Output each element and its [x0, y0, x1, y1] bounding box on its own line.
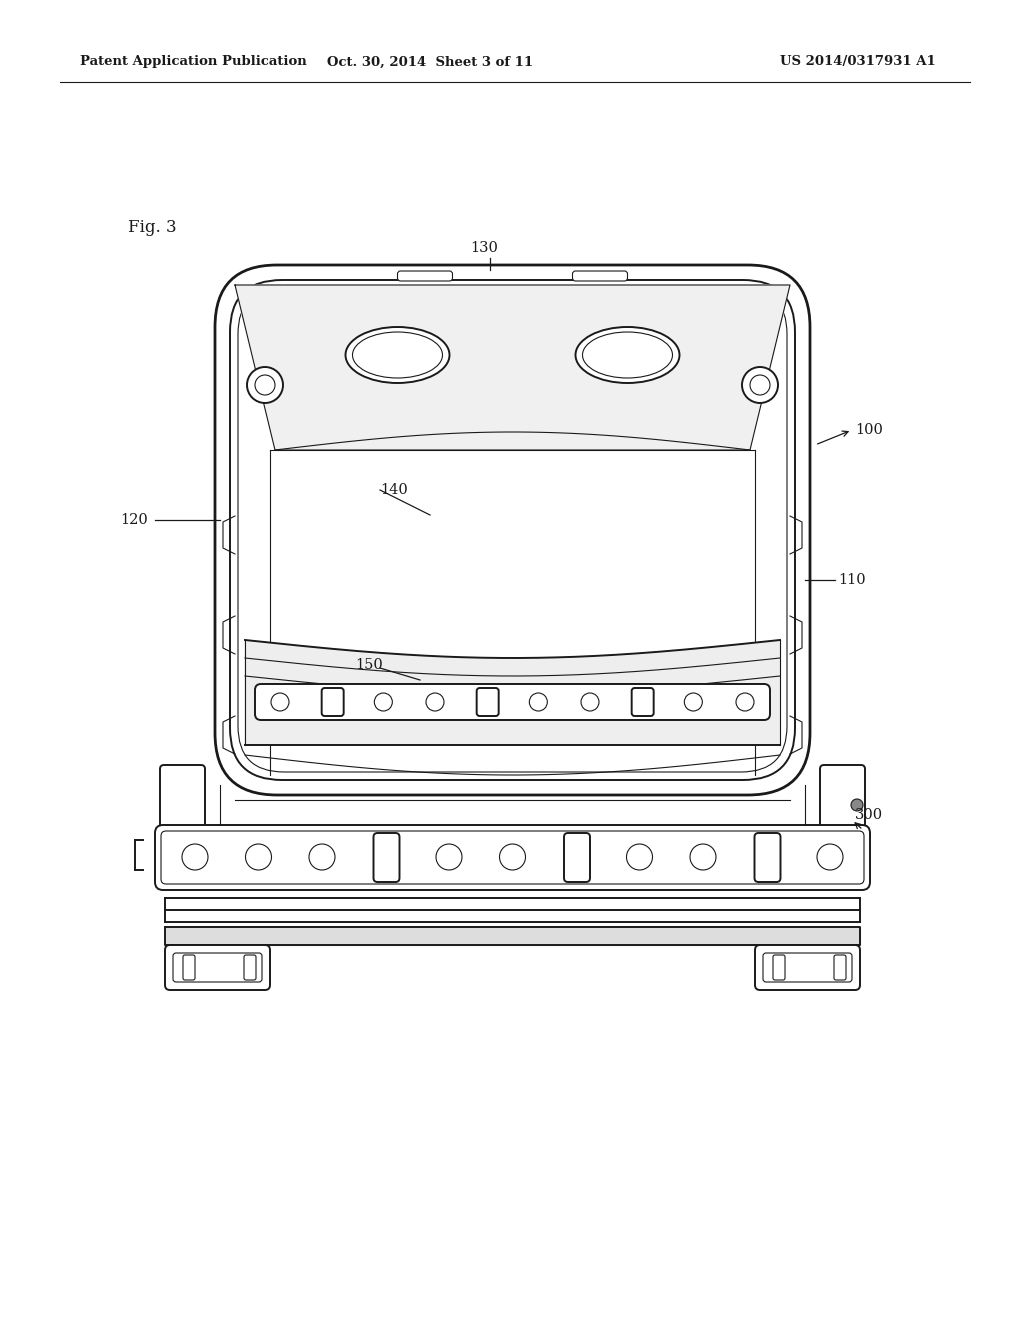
FancyBboxPatch shape — [322, 688, 344, 715]
FancyBboxPatch shape — [244, 954, 256, 979]
Text: 120: 120 — [120, 513, 147, 527]
Ellipse shape — [352, 333, 442, 378]
Text: US 2014/0317931 A1: US 2014/0317931 A1 — [780, 55, 936, 69]
Circle shape — [271, 693, 289, 711]
Circle shape — [246, 843, 271, 870]
Circle shape — [627, 843, 652, 870]
FancyBboxPatch shape — [238, 288, 787, 772]
Text: Oct. 30, 2014  Sheet 3 of 11: Oct. 30, 2014 Sheet 3 of 11 — [327, 55, 534, 69]
FancyBboxPatch shape — [763, 953, 852, 982]
FancyBboxPatch shape — [374, 833, 399, 882]
Circle shape — [529, 693, 548, 711]
FancyBboxPatch shape — [215, 265, 810, 795]
Circle shape — [817, 843, 843, 870]
FancyBboxPatch shape — [230, 280, 795, 780]
Circle shape — [851, 799, 863, 810]
FancyBboxPatch shape — [755, 833, 780, 882]
FancyBboxPatch shape — [755, 945, 860, 990]
Text: Patent Application Publication: Patent Application Publication — [80, 55, 307, 69]
Text: Fig. 3: Fig. 3 — [128, 219, 176, 236]
Circle shape — [247, 367, 283, 403]
FancyBboxPatch shape — [165, 945, 270, 990]
FancyBboxPatch shape — [572, 271, 628, 281]
Circle shape — [182, 843, 208, 870]
FancyBboxPatch shape — [397, 271, 453, 281]
Polygon shape — [245, 640, 780, 744]
FancyBboxPatch shape — [773, 954, 785, 979]
Circle shape — [375, 693, 392, 711]
Polygon shape — [165, 927, 860, 945]
Ellipse shape — [583, 333, 673, 378]
Circle shape — [309, 843, 335, 870]
Circle shape — [690, 843, 716, 870]
Text: 300: 300 — [855, 808, 883, 822]
FancyBboxPatch shape — [173, 953, 262, 982]
FancyBboxPatch shape — [183, 954, 195, 979]
Circle shape — [436, 843, 462, 870]
Circle shape — [750, 375, 770, 395]
FancyBboxPatch shape — [476, 688, 499, 715]
Text: 150: 150 — [355, 657, 383, 672]
Circle shape — [500, 843, 525, 870]
FancyBboxPatch shape — [820, 766, 865, 845]
FancyBboxPatch shape — [564, 833, 590, 882]
Circle shape — [736, 693, 754, 711]
FancyBboxPatch shape — [632, 688, 653, 715]
Text: 110: 110 — [838, 573, 865, 587]
FancyBboxPatch shape — [834, 954, 846, 979]
FancyBboxPatch shape — [255, 684, 770, 719]
Text: 140: 140 — [380, 483, 408, 498]
Circle shape — [581, 693, 599, 711]
Polygon shape — [234, 285, 790, 450]
Text: 130: 130 — [470, 242, 498, 255]
Circle shape — [684, 693, 702, 711]
FancyBboxPatch shape — [161, 832, 864, 884]
FancyBboxPatch shape — [160, 766, 205, 845]
Circle shape — [255, 375, 275, 395]
FancyBboxPatch shape — [155, 825, 870, 890]
Circle shape — [426, 693, 444, 711]
Ellipse shape — [345, 327, 450, 383]
Text: 100: 100 — [855, 422, 883, 437]
Ellipse shape — [575, 327, 680, 383]
Circle shape — [742, 367, 778, 403]
